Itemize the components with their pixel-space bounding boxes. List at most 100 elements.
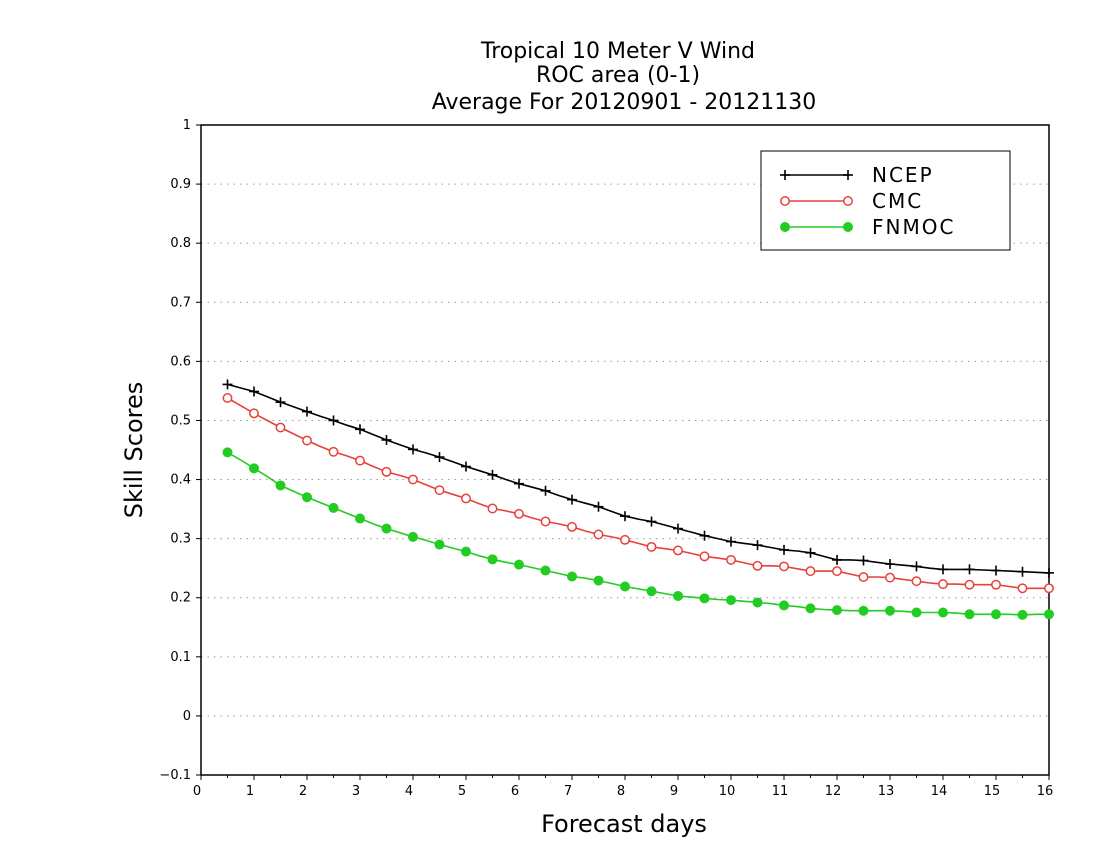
data-point-fnmoc [593, 575, 604, 586]
y-tick-label: 0.8 [170, 236, 191, 251]
data-point-fnmoc [805, 603, 816, 614]
data-point-ncep [911, 561, 922, 572]
y-tick-label: 0.5 [170, 413, 191, 428]
data-point-cmc [991, 579, 1001, 590]
x-axis: 0 1 2 3 4 5 6 7 8 9 10 11 12 13 14 15 16 [193, 775, 1053, 799]
data-point-cmc [355, 455, 365, 466]
data-point-cmc [832, 566, 842, 577]
x-tick-label: 11 [772, 784, 789, 799]
data-point-cmc [434, 485, 445, 496]
chart-title: Tropical 10 Meter V Wind ROC area (0-1) … [432, 39, 817, 115]
x-tick-label: 4 [405, 784, 413, 799]
data-point-fnmoc [752, 597, 763, 608]
x-axis-label: Forecast days [541, 810, 707, 838]
data-point-fnmoc [355, 513, 365, 524]
data-point-cmc [328, 446, 339, 457]
data-point-ncep [832, 554, 842, 565]
data-point-fnmoc [328, 502, 339, 513]
chart-title-line-3: Average For 20120901 - 20121130 [432, 90, 817, 115]
legend-marker [780, 196, 790, 206]
x-tick-label: 13 [878, 784, 895, 799]
x-tick-label: 12 [825, 784, 842, 799]
data-point-cmc [726, 554, 736, 565]
data-point-ncep [567, 494, 577, 505]
data-point-ncep [514, 478, 524, 489]
y-tick-label: 0.6 [170, 354, 191, 369]
data-point-cmc [487, 503, 498, 514]
legend-label: CMC [872, 189, 923, 213]
data-point-cmc [1044, 583, 1054, 594]
data-point-fnmoc [885, 605, 895, 616]
data-point-fnmoc [699, 593, 710, 604]
data-point-fnmoc [911, 607, 922, 618]
y-tick-label: 0.2 [170, 591, 191, 606]
data-point-ncep [222, 379, 233, 390]
data-point-ncep [699, 530, 710, 541]
legend-label: FNMOC [872, 215, 955, 239]
data-point-fnmoc [408, 531, 418, 542]
data-point-cmc [302, 435, 312, 446]
data-point-fnmoc [1017, 609, 1028, 620]
data-point-cmc [779, 561, 789, 572]
x-tick-label: 15 [984, 784, 1001, 799]
x-tick-label: 7 [564, 784, 572, 799]
data-point-ncep [938, 564, 948, 575]
series-ncep [222, 379, 1054, 578]
data-point-ncep [381, 434, 392, 445]
x-tick-label: 6 [511, 784, 519, 799]
legend-marker [843, 222, 853, 232]
data-point-fnmoc [673, 590, 683, 601]
data-point-cmc [249, 408, 259, 419]
data-point-ncep [434, 452, 445, 463]
data-point-ncep [805, 547, 816, 558]
data-point-fnmoc [646, 586, 657, 597]
data-point-ncep [461, 461, 471, 472]
x-tick-label: 10 [719, 784, 736, 799]
data-point-cmc [911, 576, 922, 587]
y-tick-label: 0.4 [170, 473, 191, 488]
data-point-ncep [779, 544, 789, 555]
data-point-cmc [275, 422, 286, 433]
x-tick-label: 0 [193, 784, 201, 799]
y-tick-label: 0.7 [170, 295, 191, 310]
y-tick-label: 1 [183, 118, 191, 133]
data-point-fnmoc [302, 492, 312, 503]
data-point-fnmoc [434, 539, 445, 550]
y-tick-label: 0.9 [170, 177, 191, 192]
x-tick-label: 3 [352, 784, 360, 799]
data-point-cmc [646, 541, 657, 552]
data-point-ncep [964, 564, 975, 575]
data-point-fnmoc [222, 447, 233, 458]
data-point-cmc [620, 534, 630, 545]
data-point-ncep [885, 559, 895, 570]
y-axis: −0.1 0 0.1 0.2 0.3 0.4 0.5 0.6 0.7 0.8 0.9 1 [159, 118, 201, 783]
data-point-fnmoc [540, 565, 551, 576]
series-line-ncep [227, 383, 1050, 574]
data-point-cmc [964, 579, 975, 590]
chart-title-line-1: Tropical 10 Meter V Wind [480, 39, 755, 64]
legend-item-cmc: CMC [780, 189, 923, 213]
data-point-ncep [752, 540, 763, 551]
chart-title-line-2: ROC area (0-1) [536, 63, 700, 88]
x-tick-label: 14 [931, 784, 948, 799]
data-point-fnmoc [487, 554, 498, 565]
data-point-cmc [938, 579, 948, 590]
legend-label: NCEP [872, 163, 934, 187]
data-point-ncep [620, 511, 630, 522]
data-point-fnmoc [249, 463, 259, 474]
data-point-fnmoc [514, 559, 524, 570]
data-point-cmc [752, 560, 763, 571]
data-point-fnmoc [461, 546, 471, 557]
data-point-ncep [726, 536, 736, 547]
data-point-ncep [408, 444, 418, 455]
data-point-cmc [461, 493, 471, 504]
y-tick-label: 0 [183, 709, 191, 724]
data-point-fnmoc [1044, 609, 1054, 620]
data-point-fnmoc [726, 595, 736, 606]
data-point-ncep [540, 485, 551, 496]
data-point-ncep [487, 469, 498, 480]
data-point-cmc [699, 551, 710, 562]
data-point-ncep [991, 565, 1001, 576]
y-tick-label: −0.1 [159, 768, 191, 783]
